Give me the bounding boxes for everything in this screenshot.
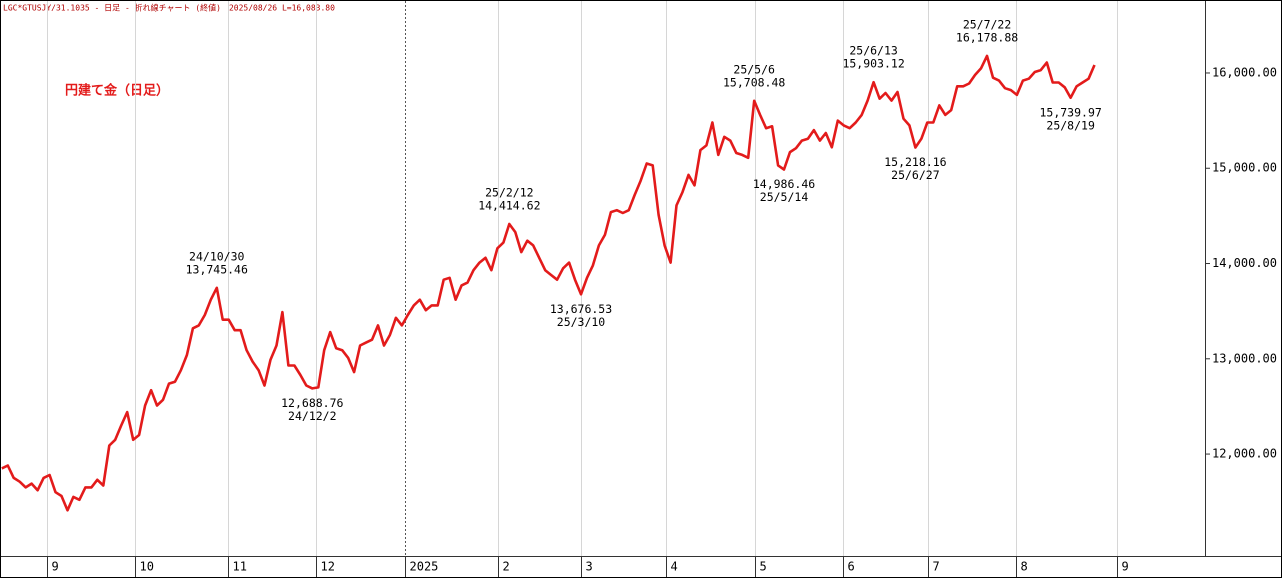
annotation-value: 14,986.46 [753,177,815,191]
y-tick-label: 12,000.00 [1212,447,1277,461]
annotation-date: 24/12/2 [288,409,336,423]
y-tick-label: 14,000.00 [1212,256,1277,270]
annotation-date: 24/10/30 [189,249,244,263]
price-line [1,54,1096,512]
annotation-value: 15,708.48 [723,75,785,89]
x-tick-label: 9 [52,560,59,574]
x-tick-label: 9 [1122,560,1129,574]
y-tick-label: 13,000.00 [1212,351,1277,365]
annotation-date: 25/6/27 [891,168,940,182]
annotation-value: 16,178.88 [956,30,1018,44]
chart-title: 円建て金（日足） [65,83,169,99]
annotation-value: 14,414.62 [478,199,540,213]
grid: 12,000.00 13,000.00 14,000.00 15,000.00 16,0… [47,1,1277,577]
x-tick-label: 6 [848,560,855,574]
annotation-value: 13,745.46 [186,262,248,276]
annotation-date: 25/3/10 [557,315,606,329]
annotation-date: 25/6/13 [849,44,898,58]
annotation-date: 25/5/6 [733,62,775,76]
annotation-date: 25/5/14 [760,190,809,204]
annotation-value: 15,739.97 [1039,105,1101,119]
x-tick-label: 2025 [410,560,439,574]
annotation-value: 13,676.53 [550,302,612,316]
x-tick-label: 7 [933,560,940,574]
x-tick-label: 12 [321,560,335,574]
header: LGC*GTUSJY/31.1035 - 日足 - 折れ線チャート (終値) 2… [3,3,335,13]
annotation-value: 15,218.16 [884,155,946,169]
x-tick-label: 5 [760,560,767,574]
annotation-date: 25/8/19 [1046,118,1095,132]
annotation-value: 12,688.76 [281,396,343,410]
y-tick-label: 16,000.00 [1212,65,1277,79]
x-tick-label: 3 [586,560,593,574]
x-tick-label: 10 [140,560,154,574]
annotation-date: 25/7/22 [963,17,1011,31]
annotation-value: 15,903.12 [842,57,904,71]
x-tick-label: 4 [671,560,678,574]
x-tick-label: 2 [503,560,510,574]
x-tick-label: 8 [1021,560,1028,574]
y-tick-label: 15,000.00 [1212,161,1277,175]
annotation-date: 25/2/12 [485,186,533,200]
x-tick-label: 11 [233,560,247,574]
